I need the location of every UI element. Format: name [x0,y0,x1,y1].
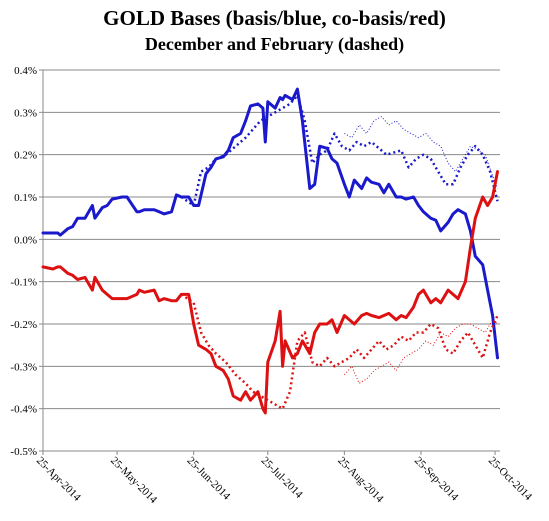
ytick-label-2: 0.2% [14,150,37,162]
y-axis-ticks: 0.4% 0.3% 0.2% 0.1% 0.0% -0.1% -0.2% -0.3% -0.4%… [10,65,43,458]
xtick-label-0: 25-Apr-2014 [34,455,83,504]
ytick-label-6: -0.2% [10,319,37,331]
x-axis-ticks: 25-Apr-2014 25-May-2014 25-Jun-2014 25-Jul-… [34,451,535,506]
series-line-0-blue-solid [41,87,499,360]
series-lines [41,87,499,415]
xtick-label-5: 25-Sep-2014 [412,455,461,504]
xtick-label-6: 25-Oct-2014 [486,455,535,504]
ytick-label-5: -0.1% [10,277,37,289]
ytick-label-0: 0.4% [14,65,37,77]
series-line-3-red-solid [41,170,499,415]
chart-title: GOLD Bases (basis/blue, co-basis/red) [103,6,446,30]
series-line-5-red-dotted-thin [344,319,498,384]
grid-lines [43,69,500,452]
ytick-label-1: 0.3% [14,107,37,119]
xtick-label-2: 25-Jun-2014 [185,455,233,503]
series-line-1-blue-dotted [180,94,499,207]
axes [42,70,500,452]
ytick-label-3: 0.1% [14,192,37,204]
ytick-label-7: -0.3% [10,361,37,373]
series-line-4-red-dotted [180,293,499,410]
xtick-label-4: 25-Aug-2014 [335,455,386,506]
ytick-label-8: -0.4% [10,404,37,416]
xtick-label-1: 25-May-2014 [108,455,160,507]
xtick-label-3: 25-Jul-2014 [259,455,305,501]
ytick-label-4: 0.0% [14,234,37,246]
ytick-label-9: -0.5% [10,446,37,458]
chart-subtitle: December and February (dashed) [144,34,405,54]
